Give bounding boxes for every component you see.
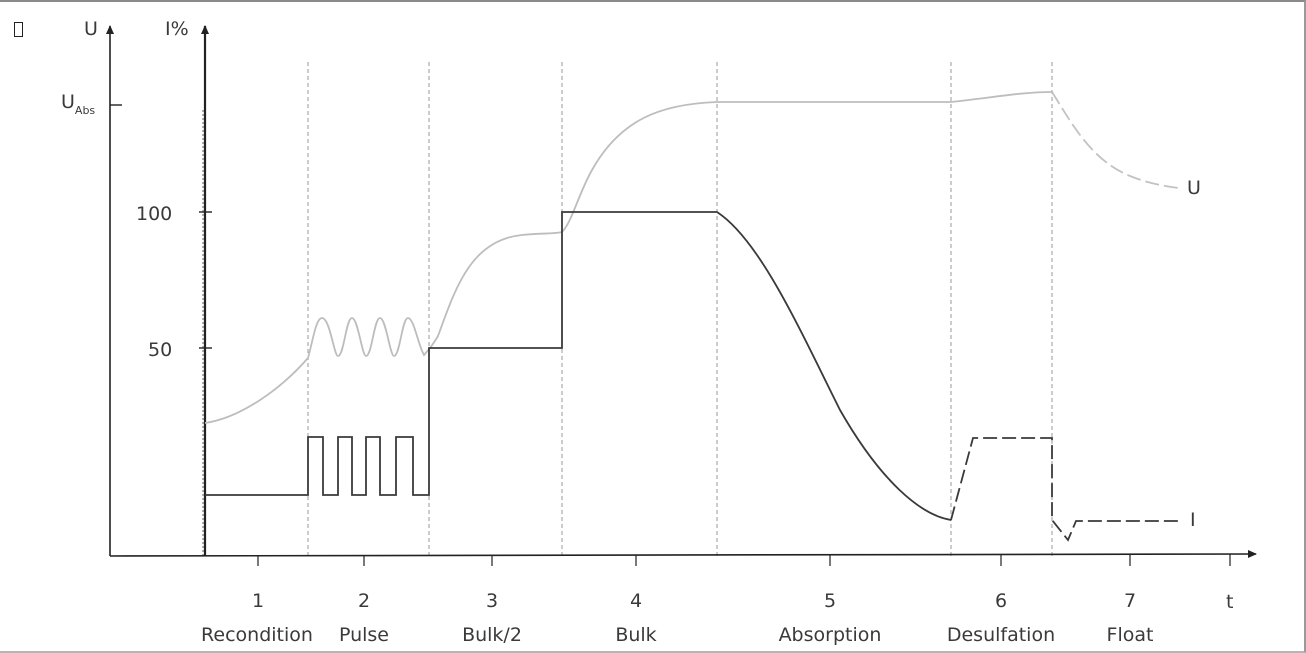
tick-100-label: 100 — [136, 203, 172, 225]
stage-number-7: 7 — [1124, 590, 1136, 612]
voltage-curve — [204, 91, 1053, 424]
tick-50-label: 50 — [148, 339, 172, 361]
stage-name-bulk: Bulk — [615, 624, 656, 646]
time-axis-line — [109, 550, 1257, 559]
current-axis-label: I% — [165, 18, 189, 40]
voltage-abs-label: UAbs — [61, 91, 95, 117]
stage-number-6: 6 — [995, 590, 1007, 612]
stage-dividers — [307, 62, 1053, 556]
stage-number-4: 4 — [630, 590, 642, 612]
stage-name-absorption: Absorption — [779, 624, 882, 646]
time-axis-label: t — [1226, 591, 1233, 613]
stage-number-2: 2 — [358, 590, 370, 612]
stage-name-recondition: Recondition — [201, 624, 313, 646]
time-axis-ticks — [257, 554, 1231, 566]
axes — [106, 25, 1257, 559]
stage-name-desulfation: Desulfation — [947, 624, 1055, 646]
stage-number-5: 5 — [824, 590, 836, 612]
voltage-abs-sub: Abs — [75, 104, 96, 117]
missing-glyph-icon — [14, 22, 23, 37]
stage-number-1: 1 — [252, 590, 264, 612]
stage-number-3: 3 — [486, 590, 498, 612]
voltage-curve-label: U — [1187, 177, 1201, 199]
current-curve-label: I — [1190, 509, 1196, 531]
stage-name-float: Float — [1107, 624, 1154, 646]
voltage-axis-label: U — [84, 18, 98, 40]
stage-name-pulse: Pulse — [339, 624, 389, 646]
voltage-curve-float — [1051, 91, 1179, 189]
stage-names: Recondition Pulse Bulk/2 Bulk Absorption… — [201, 624, 1153, 646]
voltage-abs-main: U — [61, 91, 75, 113]
stage-numbers: 1 2 3 4 5 6 7 — [252, 590, 1136, 612]
current-curve-desulfation-float — [950, 437, 1178, 542]
stage-name-bulk-half: Bulk/2 — [462, 624, 522, 646]
current-curve — [205, 211, 952, 521]
